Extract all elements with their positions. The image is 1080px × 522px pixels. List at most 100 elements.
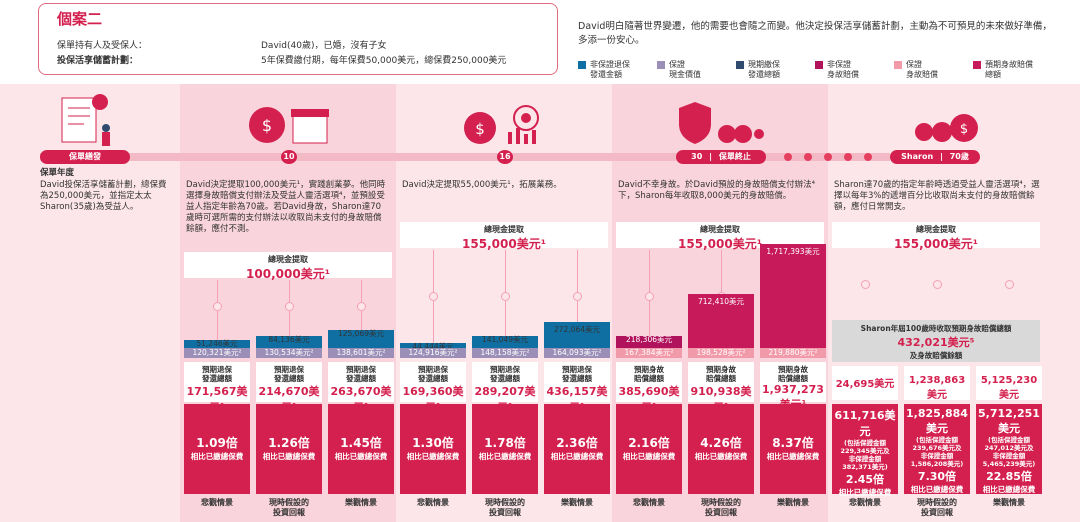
- legend-label: 現期繳保 發還總額: [748, 60, 780, 79]
- bar-upper-label: 1,717,393美元: [766, 247, 820, 256]
- multiple-value: 1.26倍: [268, 436, 310, 450]
- multiple-value: 1.78倍: [484, 436, 526, 450]
- bar-marker: [933, 280, 942, 289]
- svg-text:$: $: [262, 116, 272, 135]
- multiple-sub: 相比已繳總保費: [190, 452, 244, 461]
- withdrawal-label: 總現金提取: [700, 225, 740, 234]
- policy-end-pill: 30 | 保單終止: [676, 150, 766, 164]
- bar-lower-label: 198,528美元²: [696, 348, 746, 357]
- withdrawal-label: 總現金提取: [916, 225, 956, 234]
- case-summary: 個案二 保單持有人及受保人： David(40歲)，已婚，沒有子女 投保活享儲蓄…: [38, 3, 558, 75]
- final-total: 5,712,251美元: [978, 407, 1040, 435]
- bar-upper-label: 218,306美元: [625, 335, 672, 344]
- final-sub: 相比已繳總保費: [982, 485, 1036, 494]
- bar-connector: [577, 250, 578, 322]
- bar-marker: [573, 292, 582, 301]
- svg-text:$: $: [475, 120, 485, 138]
- bar-lower: 167,384美元²: [616, 348, 682, 358]
- withdrawal-label: 總現金提取: [484, 225, 524, 234]
- legend-swatch: [736, 61, 744, 69]
- final-breakdown: (包括保證金額 239,676美元及 非保證金額 1,586,208美元): [910, 436, 964, 468]
- money-bag-shop-icon: $: [249, 107, 329, 144]
- final-sub: 相比已繳總保費: [838, 488, 892, 497]
- estimate-label: 預期身故 賠償總額: [706, 365, 736, 383]
- scenario-label: 樂觀情景: [777, 498, 809, 507]
- final-total-card: 1,825,884美元 (包括保證金額 239,676美元及 非保證金額 1,58…: [904, 404, 970, 494]
- sharon-line2: 及身故賠償餘額: [909, 351, 963, 360]
- policy-intro-text: David投保活享儲蓄計劃，總保費為250,000美元，並指定太太Sharon(…: [40, 180, 167, 212]
- section-4-text: Sharon達70歲的指定年齡時透過受益人靈活選項⁴，選擇以每年3%的遞增百分比…: [834, 180, 1040, 212]
- timeline-track: [40, 153, 890, 161]
- bar-lower: 130,534美元²: [256, 348, 322, 358]
- final-breakdown: (包括保證金額 247,012美元及 非保證金額 5,465,239美元): [982, 436, 1036, 468]
- bar-lower: 124,916美元²: [400, 348, 466, 358]
- legend-swatch: [578, 61, 586, 69]
- sharon-name: Sharon: [901, 152, 934, 161]
- bar-upper: 84,136美元: [256, 335, 322, 348]
- final-total: 1,825,884美元: [906, 407, 968, 435]
- intro-text: David明白隨著世界變遷，他的需要也會隨之而變。他決定投保活享儲蓄計劃，主動為…: [578, 21, 1052, 46]
- withdrawal-value: 155,000美元¹: [678, 237, 762, 251]
- scenario-label: 悲觀情景: [633, 498, 665, 507]
- balance-card: 5,125,230美元: [976, 366, 1042, 401]
- multiple-card: 1.09倍 相比已繳總保費: [184, 404, 250, 494]
- final-breakdown: (包括保證金額 229,345美元及 非保證金額 382,371美元): [840, 439, 890, 471]
- bar-marker: [501, 292, 510, 301]
- end-year: 30: [691, 152, 703, 161]
- multiple-sub: 相比已繳總保費: [262, 452, 316, 461]
- bar-lower-label: 138,601美元²: [336, 348, 386, 357]
- bar-upper: 1,717,393美元: [760, 244, 826, 348]
- estimate-label: 預期退保 發還總額: [562, 365, 592, 383]
- withdrawal-box-2: 總現金提取 155,000美元¹: [400, 222, 608, 251]
- timeline-dot: [784, 153, 792, 161]
- bar-upper: 44,444美元: [400, 342, 466, 351]
- multiple-card: 1.45倍 相比已繳總保費: [328, 404, 394, 494]
- estimate-label: 預期退保 發還總額: [202, 365, 232, 383]
- withdrawal-value: 155,000美元¹: [462, 237, 546, 251]
- age-marker-10: 10: [281, 150, 297, 164]
- sharon-age: 70歲: [949, 152, 969, 161]
- final-multiple: 2.45倍: [845, 473, 885, 486]
- sharon-line1: Sharon年屆100歲時收取預期身故賠償總額: [860, 324, 1012, 333]
- bar-lower-label: 124,916美元²: [408, 348, 458, 357]
- final-multiple: 22.85倍: [986, 470, 1032, 483]
- multiple-sub: 相比已繳總保費: [406, 452, 460, 461]
- bar-lower: 138,601美元²: [328, 348, 394, 358]
- bar-lower: 120,321美元²: [184, 348, 250, 358]
- bar-marker: [861, 280, 870, 289]
- withdrawal-value: 100,000美元¹: [246, 267, 330, 281]
- age-marker-16: 16: [497, 150, 513, 164]
- timeline-dot: [864, 153, 872, 161]
- legend-label: 非保證退保 發還金額: [590, 60, 630, 79]
- sharon-age-pill: Sharon | 70歲: [890, 150, 980, 164]
- estimate-label: 預期身故 賠償總額: [634, 365, 664, 383]
- legend-label: 非保證 身故賠償: [827, 60, 859, 79]
- legend-label: 保證 身故賠償: [906, 60, 938, 79]
- bar-connector: [721, 250, 722, 294]
- legend-label: 保證 現金價值: [669, 60, 701, 79]
- svg-text:$: $: [960, 122, 968, 137]
- bar-lower-label: 120,321美元²: [192, 348, 242, 357]
- multiple-sub: 相比已繳總保費: [622, 452, 676, 461]
- bar-lower-label: 219,880美元²: [768, 348, 818, 357]
- money-target-icon: $: [464, 105, 539, 144]
- multiple-card: 2.16倍 相比已繳總保費: [616, 404, 682, 494]
- shield-money-icon: [679, 102, 764, 144]
- balance-card: 24,695美元: [832, 366, 898, 400]
- multiple-sub: 相比已繳總保費: [766, 452, 820, 461]
- balance-value: 5,125,230美元: [980, 375, 1038, 401]
- legend-item: 非保證退保 發還金額: [578, 60, 630, 80]
- case-value-2: 5年保費繳付期，每年保費50,000美元，總保費250,000美元: [261, 56, 507, 66]
- multiple-card: 4.26倍 相比已繳總保費: [688, 404, 754, 494]
- bar-upper: 141,049美元: [472, 335, 538, 348]
- legend-item: 保證 現金價值: [657, 60, 701, 80]
- multiple-value: 2.36倍: [556, 436, 598, 450]
